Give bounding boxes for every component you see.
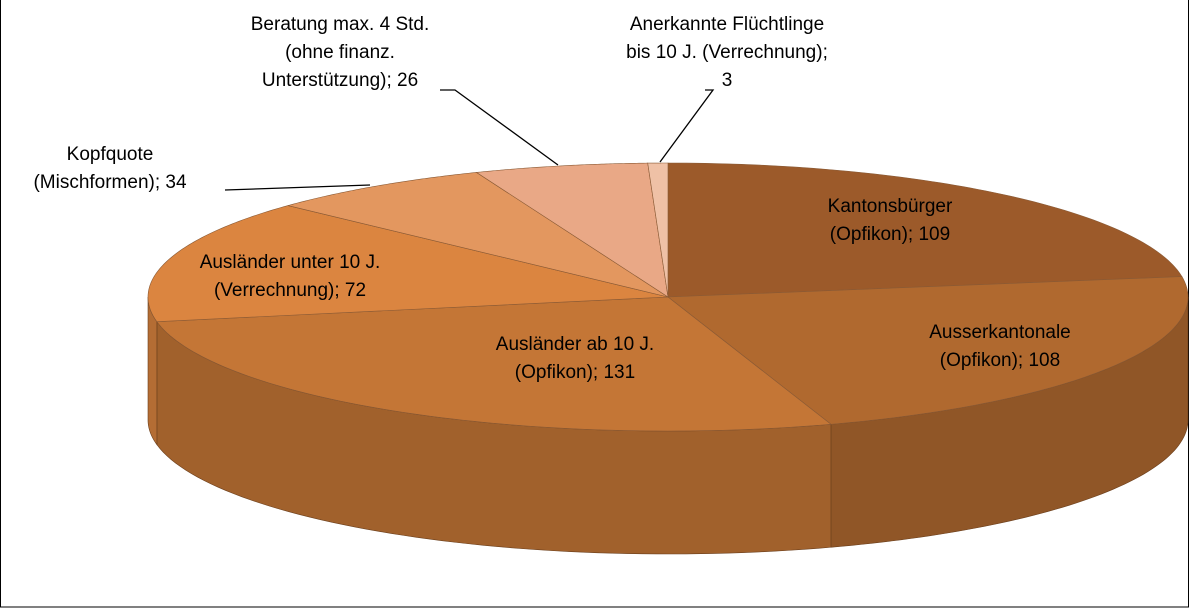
data-label-line: Unterstützung); 26 — [262, 70, 418, 91]
slice — [156, 296, 832, 432]
data-label-line: (Opfikon); 108 — [940, 350, 1060, 371]
data-label: Ausländer ab 10 J. (Opfikon); 131 — [496, 334, 654, 383]
data-label: Ausländer unter 10 J. (Verrechnung); 72 — [200, 252, 381, 301]
slice — [647, 162, 669, 298]
data-label: Anerkannte Flüchtlinge bis 10 J. (Verrech… — [626, 14, 828, 91]
data-label: Beratung max. 4 Std. (ohne finanz. Unterst… — [251, 14, 430, 91]
data-label-line: (Verrechnung); 72 — [214, 280, 366, 301]
slice — [147, 205, 669, 323]
slice — [667, 276, 1189, 425]
data-label-line: (Opfikon); 131 — [515, 362, 635, 383]
data-label-line: Ausländer ab 10 J. — [496, 334, 654, 355]
data-label-line: bis 10 J. (Verrechnung); — [626, 42, 828, 63]
data-label-line: Kopfquote — [67, 144, 154, 165]
leader-line — [659, 89, 715, 163]
data-label: Kopfquote (Mischformen); 34 — [33, 144, 187, 193]
leader-line — [224, 184, 371, 191]
data-label-line: Ausländer unter 10 J. — [200, 252, 381, 273]
data-label: Kantonsbürger (Opfikon); 109 — [828, 196, 953, 245]
data-label-line: (ohne finanz. — [285, 42, 395, 63]
slice — [667, 162, 1183, 298]
data-label-line: Anerkannte Flüchtlinge — [630, 14, 824, 35]
leader-line — [440, 89, 559, 166]
data-label: Ausserkantonale (Opfikon); 108 — [929, 322, 1071, 371]
data-label-line: Kantonsbürger — [828, 196, 953, 217]
data-label-line: (Opfikon); 109 — [830, 224, 950, 245]
data-label-line: Beratung max. 4 Std. — [251, 14, 430, 35]
slice — [475, 162, 669, 298]
data-label-line: Ausserkantonale — [929, 322, 1071, 343]
data-label-line: (Mischformen); 34 — [33, 172, 187, 193]
slice — [287, 172, 669, 298]
data-label-line: 3 — [722, 70, 733, 91]
